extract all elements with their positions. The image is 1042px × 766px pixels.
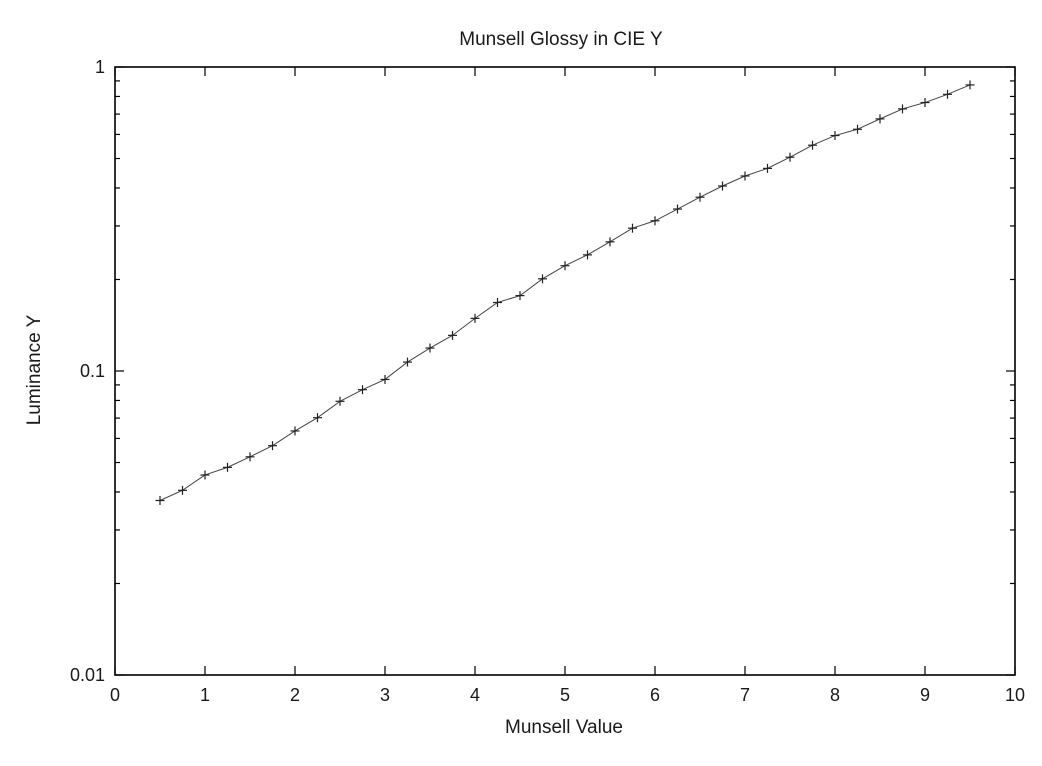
data-point — [223, 462, 232, 472]
data-point — [538, 274, 547, 284]
data-point — [470, 313, 480, 323]
x-tick-label: 8 — [830, 685, 840, 705]
x-tick-label: 9 — [920, 685, 930, 705]
data-point — [605, 237, 615, 247]
data-point — [830, 131, 840, 141]
data-point — [920, 98, 930, 108]
data-point — [560, 261, 570, 271]
plot-frame — [114, 66, 1016, 676]
data-point — [448, 330, 457, 340]
data-point — [403, 357, 412, 367]
x-tick-label: 1 — [200, 685, 210, 705]
data-point — [875, 114, 885, 124]
data-point — [673, 204, 682, 214]
data-point — [853, 124, 862, 134]
data-point — [425, 343, 435, 353]
chart-title: Munsell Glossy in CIE Y — [459, 29, 663, 50]
data-point — [335, 396, 345, 406]
x-tick-label: 2 — [290, 685, 300, 705]
data-point — [290, 426, 300, 436]
x-tick-label: 7 — [740, 685, 750, 705]
x-tick-label: 4 — [470, 685, 480, 705]
data-series — [155, 80, 975, 505]
data-point — [628, 223, 637, 233]
data-point — [200, 470, 210, 480]
y-tick-label: 1 — [95, 57, 105, 77]
x-axis-label: Munsell Value — [505, 717, 623, 738]
x-tick-label: 6 — [650, 685, 660, 705]
axis-ticks: 0 1 2 3 4 5 6 7 8 9 10 0.01 0.1 1 — [70, 57, 1025, 705]
data-point — [740, 171, 750, 181]
data-point — [313, 413, 322, 423]
data-point — [268, 441, 277, 451]
data-point — [898, 104, 907, 114]
data-point — [808, 140, 817, 150]
x-tick-label: 5 — [560, 685, 570, 705]
data-point — [380, 374, 390, 384]
data-point — [245, 452, 255, 462]
series-line — [159, 84, 971, 501]
data-point — [178, 485, 187, 495]
data-point — [763, 163, 772, 173]
data-point — [358, 385, 367, 395]
x-tick-label: 0 — [110, 685, 120, 705]
data-point — [943, 89, 952, 99]
data-point — [695, 192, 705, 202]
data-point — [718, 181, 727, 191]
data-point — [965, 80, 975, 90]
y-tick-label: 0.01 — [70, 665, 105, 685]
x-tick-label: 3 — [380, 685, 390, 705]
data-point — [785, 152, 795, 162]
x-tick-label: 10 — [1005, 685, 1025, 705]
y-axis-label: Luminance Y — [24, 314, 45, 425]
data-point — [650, 216, 660, 226]
data-point — [515, 291, 525, 301]
data-point — [493, 298, 502, 308]
y-tick-label: 0.1 — [80, 361, 105, 381]
data-point — [583, 250, 592, 260]
data-point — [155, 495, 165, 505]
